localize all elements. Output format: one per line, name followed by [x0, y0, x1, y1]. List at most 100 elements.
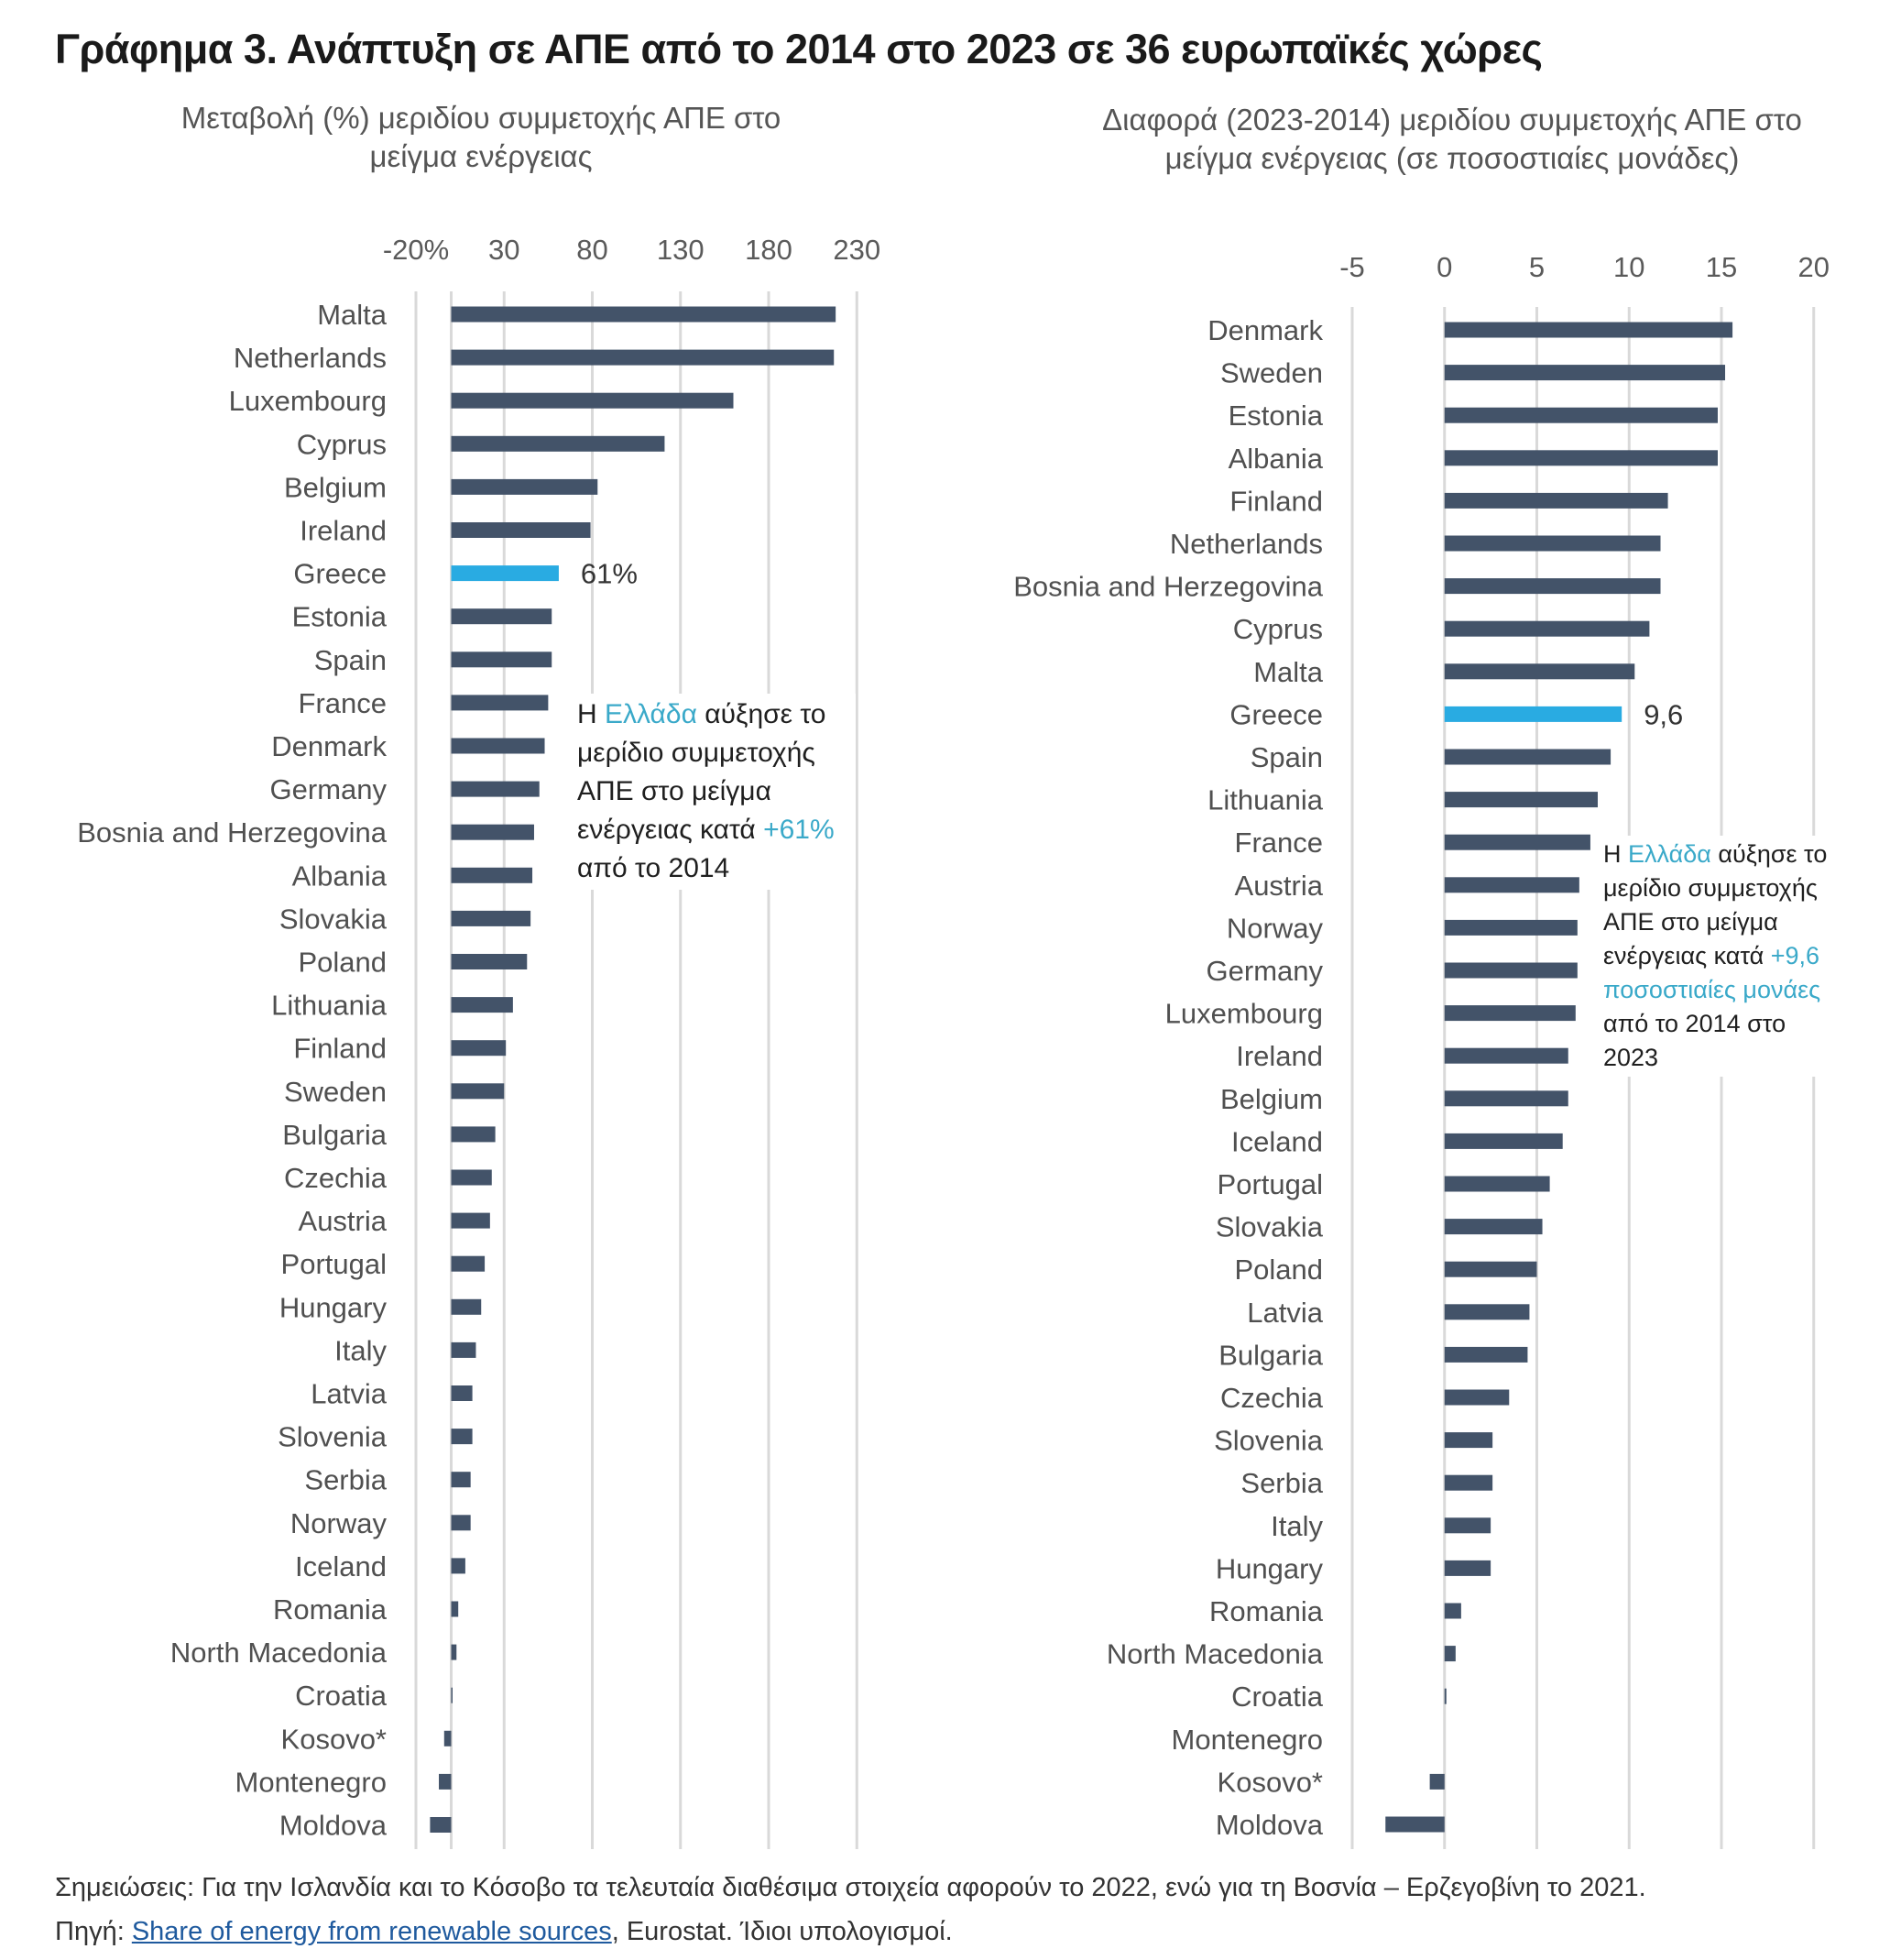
category-label: Slovakia — [1216, 1211, 1324, 1243]
x-tick-label: -5 — [1339, 251, 1365, 283]
category-label: Austria — [1235, 870, 1324, 902]
bar — [1444, 1389, 1510, 1406]
bar — [1444, 834, 1590, 850]
category-label: Belgium — [284, 471, 387, 503]
source-link[interactable]: Share of energy from renewable sources — [131, 1917, 612, 1946]
source-suffix: , Eurostat. Ίδιοι υπολογισμοί. — [611, 1917, 953, 1946]
category-label: France — [299, 687, 387, 719]
category-label: Kosovo* — [281, 1723, 387, 1755]
category-label: France — [1235, 827, 1323, 859]
bar — [451, 349, 835, 366]
category-label: Hungary — [279, 1291, 388, 1323]
category-label: Moldova — [1216, 1809, 1324, 1841]
note-text: από το 2014 στο 2023 — [1603, 1010, 1786, 1071]
bar — [1444, 1560, 1491, 1576]
category-label: Finland — [1229, 485, 1323, 517]
bar — [451, 824, 534, 840]
bar — [451, 954, 528, 969]
bar — [451, 1472, 471, 1488]
category-label: Austria — [299, 1205, 388, 1237]
note-highlight-value: +9,6 ποσοστιαίες μονάες — [1603, 942, 1821, 1003]
footer-notes: Σημειώσεις: Για την Ισλανδία και το Κόσο… — [55, 1873, 1646, 1902]
category-label: Luxembourg — [1165, 998, 1323, 1030]
category-label: Luxembourg — [229, 385, 387, 417]
bar — [1429, 1773, 1445, 1790]
footer-source: Πηγή: Share of energy from renewable sou… — [55, 1917, 953, 1947]
bar — [1444, 578, 1661, 595]
category-label: Estonia — [1229, 400, 1324, 432]
category-label: Latvia — [311, 1378, 387, 1410]
bar — [1444, 492, 1668, 509]
category-label: Bulgaria — [282, 1119, 387, 1151]
bar — [451, 608, 552, 625]
category-label: Portugal — [281, 1248, 387, 1280]
x-tick-label: 15 — [1706, 251, 1737, 283]
category-label: Denmark — [271, 730, 387, 762]
bar — [1444, 877, 1579, 893]
category-label: Albania — [292, 860, 388, 892]
bar — [451, 306, 836, 323]
category-label: Ireland — [300, 515, 387, 547]
category-label: Montenegro — [1172, 1724, 1323, 1756]
bar — [1444, 407, 1718, 423]
x-tick-label: 180 — [745, 234, 792, 266]
bar — [1444, 1474, 1493, 1491]
category-label: Iceland — [295, 1550, 387, 1582]
bar — [439, 1773, 452, 1790]
x-tick-label: 5 — [1529, 251, 1545, 283]
data-label: 9,6 — [1644, 698, 1683, 730]
bar — [451, 1298, 482, 1315]
bar — [451, 1341, 476, 1358]
bar — [451, 1601, 459, 1617]
data-label: 61% — [581, 558, 638, 590]
category-label: North Macedonia — [1107, 1638, 1324, 1670]
category-label: North Macedonia — [170, 1637, 388, 1669]
bar — [451, 1385, 473, 1401]
x-tick-label: 10 — [1613, 251, 1644, 283]
bar — [1444, 1047, 1568, 1064]
category-label: Slovenia — [278, 1421, 388, 1453]
bar — [451, 910, 531, 926]
bar — [1444, 749, 1611, 765]
bar — [1444, 1176, 1550, 1192]
bar — [451, 652, 552, 668]
bar — [1444, 962, 1578, 979]
left-annotation: Η Ελλάδα αύξησε το μερίδιο συμμετοχής ΑΠ… — [574, 694, 856, 890]
category-label: Czechia — [284, 1162, 388, 1194]
bar — [1444, 1133, 1563, 1149]
source-prefix: Πηγή: — [55, 1917, 132, 1946]
bar — [1444, 1005, 1576, 1022]
note-text: από το 2014 — [577, 853, 730, 883]
category-label: Hungary — [1216, 1552, 1324, 1584]
category-label: Netherlands — [1170, 528, 1323, 560]
bar — [451, 435, 665, 452]
category-label: Finland — [293, 1033, 387, 1065]
bar-highlight — [1444, 706, 1622, 722]
category-label: Romania — [1209, 1595, 1324, 1627]
bar — [1444, 620, 1650, 637]
note-highlight-value: +61% — [763, 815, 835, 845]
category-label: Serbia — [304, 1464, 387, 1496]
category-label: Cyprus — [297, 428, 387, 460]
bar — [451, 738, 545, 754]
bar — [451, 1558, 465, 1574]
bar — [1444, 1261, 1537, 1277]
category-label: Slovenia — [1214, 1425, 1324, 1457]
bar — [1444, 1517, 1491, 1534]
bar — [1444, 1603, 1461, 1619]
bar — [451, 867, 533, 883]
category-label: Lithuania — [1207, 784, 1324, 816]
x-tick-label: 80 — [576, 234, 607, 266]
category-label: Montenegro — [235, 1766, 387, 1798]
right-annotation: Η Ελλάδα αύξησε το μερίδιο συμμετοχής ΑΠ… — [1600, 836, 1845, 1077]
bar — [1444, 663, 1635, 680]
x-tick-label: 0 — [1437, 251, 1452, 283]
bar — [451, 1169, 492, 1186]
note-text: αύξησε το μερίδιο συμμετοχής ΑΠΕ στο μεί… — [1603, 840, 1828, 969]
bar — [451, 1687, 453, 1703]
category-label: Germany — [1207, 955, 1324, 987]
right-chart-subtitle: Διαφορά (2023-2014) μεριδίου συμμετοχής … — [1102, 103, 1802, 175]
category-label: Bulgaria — [1218, 1339, 1323, 1371]
category-label: Portugal — [1218, 1168, 1323, 1200]
bar — [1444, 365, 1726, 381]
